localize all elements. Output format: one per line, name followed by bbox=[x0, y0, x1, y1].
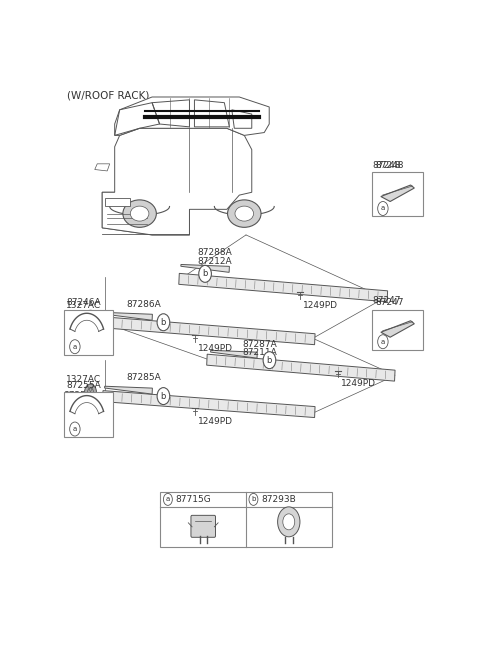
Polygon shape bbox=[105, 312, 152, 320]
Text: b: b bbox=[203, 270, 208, 279]
Text: 1327AC: 1327AC bbox=[66, 301, 101, 310]
Text: 1249PD: 1249PD bbox=[302, 301, 337, 310]
Text: 87285A: 87285A bbox=[126, 373, 161, 382]
Polygon shape bbox=[105, 386, 152, 394]
Polygon shape bbox=[381, 185, 414, 202]
Ellipse shape bbox=[228, 200, 261, 227]
FancyBboxPatch shape bbox=[372, 310, 423, 350]
Text: 1249PD: 1249PD bbox=[341, 379, 376, 388]
Ellipse shape bbox=[123, 200, 156, 227]
Polygon shape bbox=[381, 321, 414, 337]
Text: 87246A: 87246A bbox=[67, 298, 101, 307]
Polygon shape bbox=[179, 273, 388, 302]
Polygon shape bbox=[102, 128, 252, 235]
Polygon shape bbox=[115, 97, 269, 135]
Text: b: b bbox=[251, 496, 256, 502]
Text: 87248: 87248 bbox=[375, 161, 404, 170]
FancyBboxPatch shape bbox=[64, 392, 113, 437]
Text: a: a bbox=[166, 496, 170, 502]
Circle shape bbox=[277, 507, 300, 537]
Circle shape bbox=[378, 202, 388, 216]
Text: 87715G: 87715G bbox=[175, 495, 211, 504]
Text: 87247: 87247 bbox=[375, 298, 404, 307]
Text: 87211A: 87211A bbox=[242, 348, 277, 357]
Polygon shape bbox=[102, 189, 190, 235]
Circle shape bbox=[70, 340, 80, 354]
Circle shape bbox=[157, 388, 170, 404]
FancyBboxPatch shape bbox=[64, 310, 113, 354]
Text: 87293B: 87293B bbox=[261, 495, 296, 504]
Circle shape bbox=[163, 493, 172, 505]
Text: 1327AC: 1327AC bbox=[66, 375, 101, 384]
Text: 87248: 87248 bbox=[372, 161, 401, 170]
Circle shape bbox=[249, 493, 258, 505]
Text: 87255A: 87255A bbox=[64, 391, 98, 400]
Text: 87212A: 87212A bbox=[197, 257, 231, 266]
FancyBboxPatch shape bbox=[160, 492, 332, 547]
Polygon shape bbox=[95, 164, 110, 171]
Text: 1249PD: 1249PD bbox=[198, 343, 233, 353]
Ellipse shape bbox=[130, 206, 149, 221]
Circle shape bbox=[84, 384, 96, 400]
Circle shape bbox=[157, 314, 170, 330]
Text: a: a bbox=[73, 343, 77, 350]
Circle shape bbox=[378, 335, 388, 349]
Polygon shape bbox=[207, 354, 395, 381]
Polygon shape bbox=[181, 264, 229, 272]
Circle shape bbox=[199, 266, 211, 283]
Text: 87246A: 87246A bbox=[64, 316, 98, 325]
Circle shape bbox=[84, 310, 96, 326]
FancyBboxPatch shape bbox=[372, 172, 423, 216]
Text: 87247: 87247 bbox=[372, 295, 401, 305]
Text: b: b bbox=[161, 391, 166, 400]
Text: a: a bbox=[73, 426, 77, 432]
Ellipse shape bbox=[235, 206, 253, 221]
Polygon shape bbox=[105, 198, 130, 207]
Text: 1249PD: 1249PD bbox=[198, 417, 233, 426]
FancyBboxPatch shape bbox=[191, 515, 216, 537]
Text: b: b bbox=[161, 318, 166, 327]
Text: 87286A: 87286A bbox=[126, 300, 161, 309]
Text: a: a bbox=[381, 205, 385, 211]
Polygon shape bbox=[103, 391, 315, 417]
Text: b: b bbox=[267, 356, 272, 365]
Text: a: a bbox=[381, 339, 385, 345]
Polygon shape bbox=[211, 351, 257, 358]
Text: 87255A: 87255A bbox=[67, 380, 101, 389]
Text: 87288A: 87288A bbox=[197, 248, 232, 257]
Circle shape bbox=[283, 514, 295, 530]
Circle shape bbox=[263, 352, 276, 369]
Text: (W/ROOF RACK): (W/ROOF RACK) bbox=[67, 90, 150, 100]
Polygon shape bbox=[103, 317, 315, 345]
Circle shape bbox=[70, 422, 80, 436]
Text: 87287A: 87287A bbox=[242, 340, 277, 349]
